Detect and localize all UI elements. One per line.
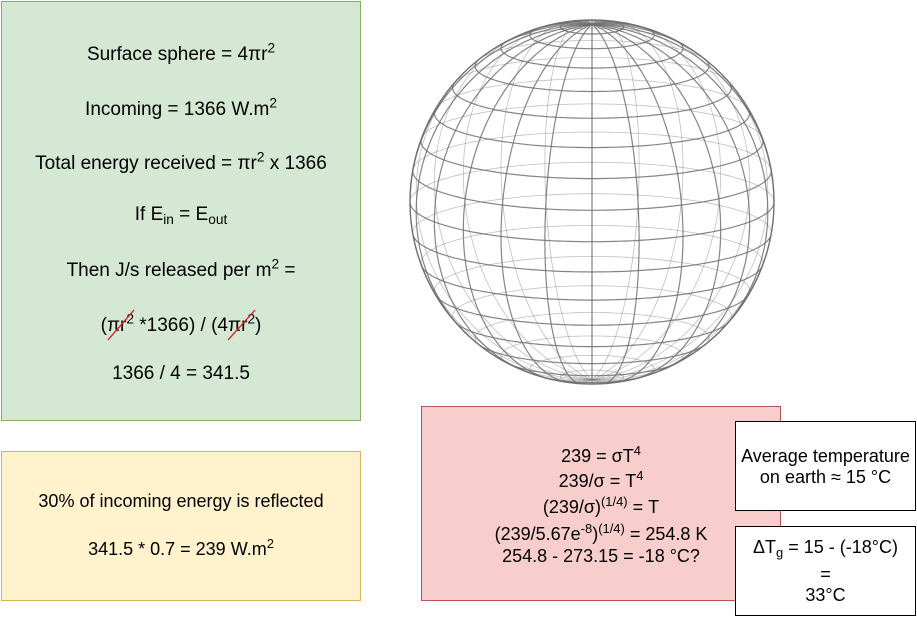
delta-result: 33°C <box>805 585 846 605</box>
globe-gridline <box>591 23 722 381</box>
globe-gridline <box>412 169 592 211</box>
delta-equals: = <box>820 564 831 584</box>
globe-gridline <box>474 59 592 93</box>
globe-gridline <box>591 20 684 380</box>
globe-gridline <box>455 322 592 348</box>
total-energy-line: Total energy received = πr2 x 1366 <box>35 149 327 174</box>
absorbed-line: 341.5 * 0.7 = 239 W.m2 <box>88 535 274 559</box>
globe-outline <box>409 19 775 385</box>
sb-line-1: 239 = σT4 <box>561 442 641 466</box>
incoming-line: Incoming = 1366 W.m2 <box>85 95 277 120</box>
albedo-box: 30% of incoming energy is reflected 341.… <box>1 451 361 601</box>
globe-gridline <box>415 59 593 380</box>
globe-gridline <box>592 39 684 69</box>
cancel-formula-line: (πr2 *1366) / (4πr2) <box>2 309 360 341</box>
globe-gridline <box>474 312 710 346</box>
energy-balance-box: Surface sphere = 4πr2 Incoming = 1366 W.… <box>1 1 361 421</box>
globe-gridline <box>592 107 751 149</box>
globe-gridline <box>592 294 749 326</box>
globe-gridline <box>591 23 751 372</box>
globe-gridline <box>591 234 772 273</box>
globe-gridline <box>592 343 706 365</box>
globe-gridline <box>591 23 684 384</box>
equilibrium-line: If Ein = Eout <box>134 204 228 228</box>
globe-gridline <box>529 26 592 50</box>
globe-gridline <box>435 295 592 326</box>
globe-gridline <box>544 19 593 380</box>
globe-gridline <box>500 23 593 384</box>
globe-gridline <box>592 200 775 243</box>
globe-gridline <box>435 78 749 110</box>
globe-gridline <box>412 193 772 236</box>
cancelled-term-numerator: πr2 <box>107 309 135 341</box>
globe-gridline <box>420 138 592 180</box>
average-temperature-box: Average temperature on earth ≈ 15 °C <box>735 421 916 511</box>
globe-gridline <box>500 40 592 69</box>
strike-mark <box>227 309 256 341</box>
globe-gridline <box>454 57 729 83</box>
globe-gridline <box>462 23 593 381</box>
sb-line-3: (239/σ)(1/4) = T <box>542 493 660 517</box>
result-line: 1366 / 4 = 341.5 <box>112 363 250 384</box>
globe-gridline <box>592 321 730 348</box>
globe-gridline <box>592 168 772 211</box>
globe-gridline <box>415 23 593 342</box>
globe-gridline <box>591 23 640 385</box>
globe-gridline <box>433 23 593 372</box>
globe-gridline <box>592 264 764 301</box>
globe-gridline <box>434 31 593 380</box>
globe-gridline <box>529 354 655 378</box>
avg-temp-line-2: on earth ≈ 15 °C <box>759 467 892 487</box>
globe-gridline <box>592 58 710 93</box>
globe-gridline <box>560 369 624 385</box>
globe-gridline <box>412 131 772 170</box>
sb-line-5: 254.8 - 273.15 = -18 °C? <box>502 546 700 566</box>
globe-gridline <box>421 266 592 301</box>
avg-temp-line-1: Average temperature <box>741 446 910 466</box>
globe-gridline <box>591 59 769 380</box>
globe-gridline <box>591 31 750 380</box>
globe-gridline <box>591 23 769 342</box>
globe-gridline <box>452 285 732 324</box>
globe-gridline <box>433 108 592 149</box>
stefan-boltzmann-box: 239 = σT4 239/σ = T4 (239/σ)(1/4) = T (2… <box>421 406 781 601</box>
surface-sphere-line: Surface sphere = 4πr2 <box>86 40 276 65</box>
globe-gridline <box>544 23 593 385</box>
globe-gridline <box>479 344 592 365</box>
globe-gridline <box>409 161 775 204</box>
globe-gridline <box>412 235 593 273</box>
globe-gridline <box>591 23 722 380</box>
globe-gridline <box>592 137 764 180</box>
wireframe-globe <box>409 19 775 385</box>
globe-gridline <box>592 25 655 50</box>
reflected-line: 30% of incoming energy is reflected <box>38 491 324 511</box>
cancelled-term-denominator: πr2 <box>227 309 256 341</box>
globe-gridline <box>420 103 763 140</box>
globe-gridline <box>591 19 640 380</box>
globe-gridline <box>452 81 593 119</box>
globe-gridline <box>409 203 592 243</box>
globe-gridline <box>591 80 732 119</box>
strike-mark <box>107 309 135 341</box>
globe-gridline <box>433 256 751 297</box>
globe-gridline <box>420 225 764 267</box>
greenhouse-delta-box: ΔTg = 15 - (-18°C) = 33°C <box>735 526 916 616</box>
globe-gridline <box>507 27 676 42</box>
globe-gridline <box>500 335 684 365</box>
sb-line-2: 239/σ = T4 <box>558 467 644 491</box>
sb-line-4: (239/5.67e-8)(1/4) = 254.8 K <box>494 520 708 544</box>
released-per-m2-line: Then J/s released per m2 = <box>66 256 296 281</box>
delta-line: ΔTg = 15 - (-18°C) <box>753 537 898 560</box>
